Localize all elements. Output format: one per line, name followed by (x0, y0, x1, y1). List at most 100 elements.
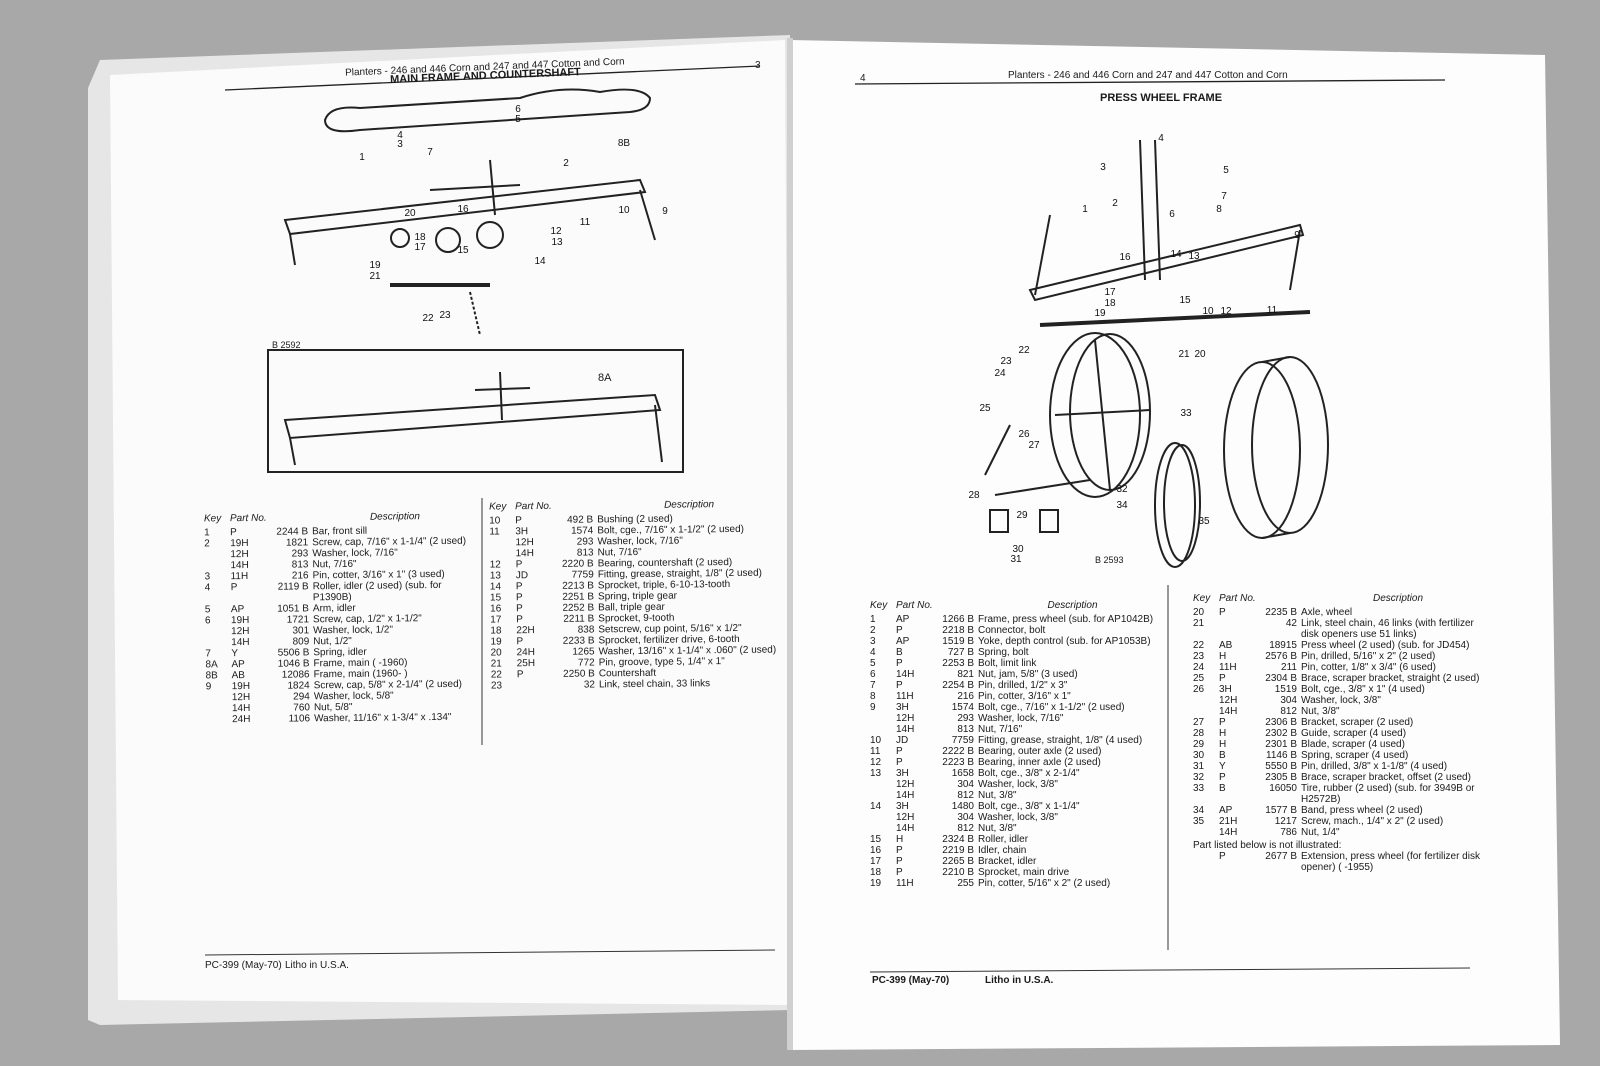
parts-row: 28 H 2302 B Guide, scraper (4 used) (1193, 728, 1493, 739)
prefix: P (896, 856, 903, 867)
column-headers: Key Part No. Description (1193, 593, 1493, 604)
prefix: 14H (230, 559, 249, 572)
key (1193, 695, 1215, 706)
part-number: 1519 (1274, 684, 1297, 695)
column-header: Key (489, 501, 507, 513)
prefix: 3H (896, 768, 909, 779)
callout-number: 32 (1116, 484, 1128, 495)
key: 32 (1193, 772, 1205, 783)
prefix: 24H (516, 647, 536, 659)
part-number: 760 (293, 702, 310, 714)
key: 21 (1193, 618, 1205, 629)
column-header: Part No. (1219, 593, 1256, 604)
key: 17 (490, 614, 502, 626)
prefix: 25H (516, 658, 536, 670)
key: 20 (490, 647, 502, 659)
description: Bracket, scraper (2 used) (1301, 717, 1414, 728)
description: Connector, bolt (978, 625, 1046, 636)
parts-row: 21 42 Link, steel chain, 46 links (with fe… (1193, 618, 1493, 640)
callout-number: 15 (457, 245, 469, 256)
parts-row: 3 AP 1519 B Yoke, depth control (sub. for A… (870, 636, 1165, 647)
column-header: Part No. (896, 600, 933, 611)
main-frame-drawing (267, 88, 684, 473)
prefix: P (896, 625, 903, 636)
key: 30 (1193, 750, 1205, 761)
description: Guide, scraper (4 used) (1301, 728, 1407, 739)
prefix: P (896, 658, 903, 669)
figure-code: B 2593 (1095, 555, 1124, 565)
footer: Litho in U.S.A. (285, 960, 349, 971)
callout-number: 20 (404, 208, 416, 219)
description: Nut, jam, 5/8" (3 used) (978, 669, 1078, 680)
key: 35 (1193, 816, 1205, 827)
callout-number: 10 (1202, 306, 1214, 317)
part-number: 786 (1280, 827, 1297, 838)
prefix: B (1219, 750, 1226, 761)
key: 2 (870, 625, 876, 636)
description: Bearing, outer axle (2 used) (978, 746, 1102, 757)
footer-rule (869, 967, 1471, 973)
description: Fitting, grease, straight, 1/8" (4 used) (978, 735, 1143, 746)
description: Link, steel chain, 33 links (598, 678, 711, 691)
parts-row: 14H 813 Nut, 7/16" (870, 724, 1165, 735)
description: Pin, drilled, 3/8" x 1-1/8" (4 used) (1301, 761, 1448, 772)
key: 29 (1193, 739, 1205, 750)
key (870, 790, 892, 801)
key: 6 (870, 669, 876, 680)
part-number: 2306 B (1265, 717, 1297, 728)
description: Bolt, cge., 7/16" x 1-1/2" (2 used) (978, 702, 1125, 713)
header-rule (854, 79, 1446, 85)
footer: Litho in U.S.A. (985, 975, 1054, 986)
parts-row: 14 3H 1480 Bolt, cge., 3/8" x 1-1/4" (870, 801, 1165, 812)
description: Washer, lock, 3/8" (978, 779, 1058, 790)
callout-number: 24 (994, 368, 1006, 379)
prefix: P (230, 527, 237, 539)
description: Washer, lock, 3/8" (1301, 695, 1381, 706)
parts-row: 19 11H 255 Pin, cotter, 5/16" x 2" (2 used) (870, 878, 1165, 889)
key (870, 812, 892, 823)
key: 21 (490, 658, 502, 670)
prefix: Y (231, 648, 239, 660)
description: Screw, mach., 1/4" x 2" (2 used) (1301, 816, 1444, 827)
parts-row: 8 11H 216 Pin, cotter, 3/16" x 1" (870, 691, 1165, 702)
prefix: 19H (230, 614, 250, 627)
part-number: 2244 B (276, 526, 309, 538)
callout-number: 6 (1169, 209, 1175, 220)
description: Frame, press wheel (sub. for AP1042B) (978, 614, 1154, 625)
description: Washer, 11/16" x 1-3/4" x .134" (313, 711, 452, 725)
part-number: 1266 B (942, 614, 974, 625)
description: Yoke, depth control (sub. for AP1053B) (978, 636, 1151, 647)
key: 15 (870, 834, 882, 845)
key (870, 779, 892, 790)
column-header: Key (1193, 593, 1211, 604)
key: 13 (489, 570, 501, 582)
prefix: 14H (896, 790, 915, 801)
callout-number: 34 (1116, 500, 1128, 511)
parts-row: 2 P 2218 B Connector, bolt (870, 625, 1165, 636)
callout-number: 31 (1010, 554, 1022, 565)
key: 4 (204, 582, 211, 594)
callout-number: 14 (1170, 249, 1182, 260)
callout-number: 21 (1178, 349, 1190, 360)
key: 3 (870, 636, 876, 647)
left-page (110, 40, 790, 1005)
callout-number: 19 (1094, 308, 1106, 319)
key (205, 637, 227, 648)
prefix: P (1219, 717, 1226, 728)
part-number: 1658 (951, 768, 974, 779)
part-number: 1106 (288, 713, 311, 725)
callout-number: 17 (1104, 287, 1116, 298)
prefix: P (516, 603, 523, 615)
description: Bolt, limit link (978, 658, 1037, 669)
part-number: 1051 B (277, 603, 309, 615)
key: 9 (205, 681, 212, 693)
callout-number: 9 (1294, 230, 1300, 241)
description: Axle, wheel (1301, 607, 1353, 618)
parts-row: 14H 786 Nut, 1/4" (1193, 827, 1493, 838)
callout-number: 12 (1220, 306, 1232, 317)
parts-row: 14H 812 Nut, 3/8" (1193, 706, 1493, 717)
parts-row: 6 14H 821 Nut, jam, 5/8" (3 used) (870, 669, 1165, 680)
prefix: P (230, 582, 238, 594)
callout-number: 22 (1018, 345, 1030, 356)
column-headers: Key Part No. Description (204, 511, 476, 524)
